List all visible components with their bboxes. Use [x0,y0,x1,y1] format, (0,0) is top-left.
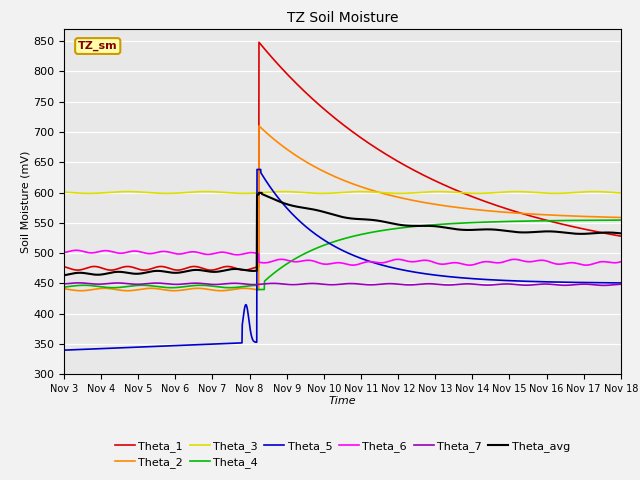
Theta_6 [617,259,625,264]
Theta_1 [601,230,609,236]
Theta_2 [317,167,324,173]
Theta_avg [601,229,609,235]
Theta_5 [253,167,261,172]
Theta_1 [617,233,625,239]
Theta_6 [331,260,339,266]
Theta_1 [140,267,148,273]
Theta_2 [88,287,96,292]
Y-axis label: Soil Moisture (mV): Soil Moisture (mV) [20,150,30,253]
Text: TZ_sm: TZ_sm [78,41,118,51]
Theta_avg [617,230,625,236]
Theta_3 [601,189,609,195]
Theta_avg [601,229,609,235]
Theta_4 [88,283,96,288]
Line: Theta_6: Theta_6 [64,250,621,265]
Theta_1 [88,264,96,269]
Theta_6 [602,259,609,264]
Theta_avg [499,228,506,233]
Theta_3 [88,191,96,196]
Theta_7 [602,283,609,288]
Theta_1 [255,39,263,45]
Theta_avg [60,272,68,278]
Theta_1 [499,204,507,210]
Theta_5 [601,280,609,286]
Theta_2 [617,215,625,220]
Theta_3 [331,190,339,196]
Theta_3 [590,189,598,194]
Theta_5 [499,277,506,283]
Theta_avg [316,208,324,214]
Theta_6 [60,250,68,255]
Theta_2 [499,209,507,215]
Theta_2 [255,123,263,129]
Theta_2 [60,286,68,292]
Theta_5 [601,280,609,286]
X-axis label: Time: Time [328,396,356,406]
Theta_4 [601,217,609,223]
Theta_5 [88,346,96,352]
Line: Theta_5: Theta_5 [64,169,621,350]
Theta_2 [602,214,609,220]
Theta_3 [602,189,609,195]
Theta_4 [617,217,625,223]
Theta_2 [601,214,609,220]
Line: Theta_4: Theta_4 [64,220,621,289]
Theta_7 [316,281,324,287]
Theta_5 [60,347,68,353]
Theta_6 [72,247,80,253]
Theta_7 [75,280,83,286]
Line: Theta_7: Theta_7 [64,283,621,286]
Theta_7 [499,281,506,287]
Theta_1 [60,264,68,270]
Theta_4 [601,217,609,223]
Theta_1 [602,230,609,236]
Legend: Theta_1, Theta_2, Theta_3, Theta_4, Theta_5, Theta_6, Theta_7, Theta_avg: Theta_1, Theta_2, Theta_3, Theta_4, Thet… [111,436,574,472]
Theta_6 [466,262,474,268]
Theta_avg [88,272,96,277]
Theta_avg [255,190,263,196]
Theta_3 [499,189,506,195]
Theta_4 [499,219,506,225]
Line: Theta_avg: Theta_avg [64,193,621,275]
Theta_7 [601,283,609,288]
Theta_4 [60,284,68,290]
Theta_7 [600,283,607,288]
Theta_4 [331,239,339,244]
Theta_6 [499,259,507,265]
Theta_avg [331,212,339,218]
Theta_7 [89,281,97,287]
Theta_2 [332,174,339,180]
Theta_4 [316,244,324,250]
Theta_6 [316,261,324,266]
Line: Theta_3: Theta_3 [64,192,621,193]
Theta_4 [253,287,261,292]
Line: Theta_2: Theta_2 [64,126,621,291]
Theta_1 [317,103,324,109]
Theta_7 [60,281,68,287]
Theta_5 [316,235,324,240]
Theta_3 [60,189,68,195]
Line: Theta_1: Theta_1 [64,42,621,270]
Theta_1 [332,116,339,121]
Theta_3 [617,190,625,196]
Theta_7 [617,281,625,287]
Theta_6 [89,250,97,256]
Theta_3 [316,191,324,196]
Theta_3 [318,191,326,196]
Theta_5 [617,280,625,286]
Theta_6 [601,259,609,264]
Theta_5 [331,244,339,250]
Theta_7 [331,282,339,288]
Theta_2 [217,288,225,294]
Title: TZ Soil Moisture: TZ Soil Moisture [287,11,398,25]
